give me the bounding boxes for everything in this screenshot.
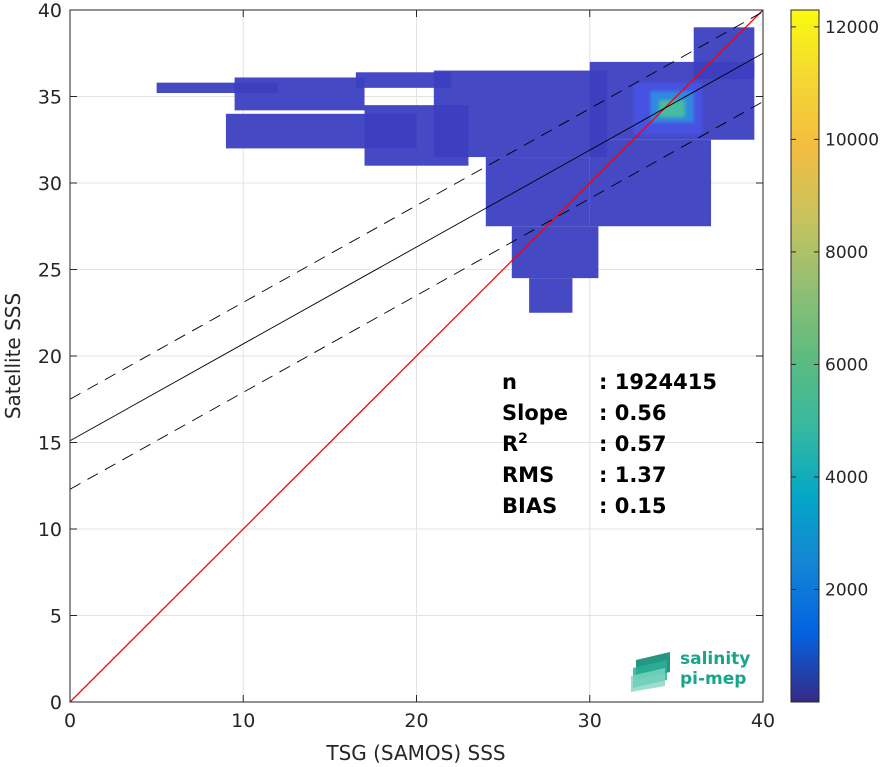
density-cell-11 — [693, 27, 755, 80]
line-regression — [70, 52, 763, 442]
density-cell-9 — [589, 139, 712, 227]
x-tick-label-4: 40 — [751, 710, 775, 732]
logo-text-salinity: salinity — [680, 649, 750, 669]
colorbar — [790, 9, 820, 703]
density-cell-5 — [433, 70, 608, 158]
y-axis-label: Satellite SSS — [1, 293, 25, 419]
colorbar-tick-label-2: 6000 — [825, 355, 868, 375]
stats-label-3: RMS — [502, 463, 554, 487]
colorbar-tick-label-3: 8000 — [825, 243, 868, 263]
y-tick-label-3: 15 — [38, 433, 62, 455]
stats-value-0: : 1924415 — [599, 370, 717, 394]
x-tick-label-1: 10 — [231, 710, 255, 732]
stats-label-0: n — [502, 370, 517, 394]
colorbar-tick-label-1: 4000 — [825, 468, 868, 488]
density-cell-14 — [659, 99, 686, 118]
stats-value-4: : 0.15 — [599, 494, 667, 518]
stats-label-sup-2: 2 — [518, 431, 528, 447]
y-tick-label-4: 20 — [38, 346, 62, 368]
line-identity — [70, 10, 763, 702]
stats-label-4: BIAS — [502, 494, 557, 518]
y-tick-label-2: 10 — [38, 519, 62, 541]
density-cell-3 — [355, 72, 452, 88]
colorbar-tick-label-4: 10000 — [825, 130, 879, 150]
density-heatmap — [156, 27, 755, 313]
line-regression_lower — [70, 101, 763, 490]
density-cell-6 — [485, 157, 590, 227]
x-axis-label: TSG (SAMOS) SSS — [325, 741, 505, 765]
logo: salinity pi-mep — [631, 649, 750, 692]
wave-logo-icon — [631, 652, 670, 692]
y-tick-label-1: 5 — [50, 606, 62, 628]
axis-ticks: 0 10 20 30 40 0 5 10 15 20 25 30 35 40 — [38, 0, 775, 732]
density-cell-0 — [156, 82, 278, 94]
colorbar-ticks: 2000 4000 6000 8000 10000 12000 — [791, 18, 879, 600]
y-tick-label-0: 0 — [50, 692, 62, 714]
y-tick-label-6: 30 — [38, 173, 62, 195]
colorbar-tick-label-0: 2000 — [825, 580, 868, 600]
reference-lines — [70, 10, 763, 702]
y-tick-label-8: 40 — [38, 0, 62, 22]
colorbar-tick-label-5: 12000 — [825, 18, 879, 38]
density-cell-1 — [234, 77, 365, 111]
density-cell-8 — [529, 278, 573, 313]
density-cell-7 — [511, 226, 599, 279]
stats-label-1: Slope — [502, 401, 568, 425]
x-tick-label-2: 20 — [404, 710, 428, 732]
stats-value-2: : 0.57 — [599, 432, 667, 456]
y-tick-label-5: 25 — [38, 260, 62, 282]
y-tick-label-7: 35 — [38, 87, 62, 109]
logo-text-pimep: pi-mep — [680, 669, 746, 689]
stats-value-1: : 0.56 — [599, 401, 667, 425]
x-tick-label-0: 0 — [64, 710, 76, 732]
line-regression_upper — [70, 11, 763, 400]
stats-value-3: : 1.37 — [599, 463, 667, 487]
x-tick-label-3: 30 — [578, 710, 602, 732]
